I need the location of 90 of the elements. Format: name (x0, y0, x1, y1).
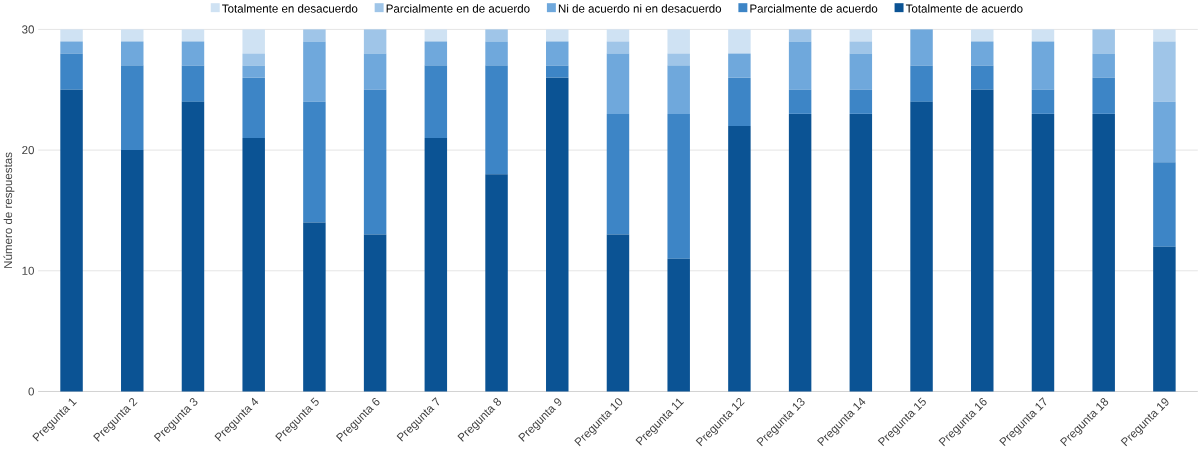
y-tick-label: 0 (28, 387, 34, 396)
bar (1031, 29, 1055, 42)
bar (849, 114, 873, 392)
bar (1092, 53, 1115, 78)
bar (910, 65, 933, 103)
bar (363, 234, 387, 392)
bar (971, 41, 994, 66)
bar (60, 53, 83, 90)
bar (788, 41, 812, 90)
bar (424, 29, 448, 42)
bar (1153, 102, 1176, 163)
bar (606, 29, 630, 42)
bar (971, 29, 994, 42)
bar (121, 41, 144, 66)
bar (1092, 29, 1115, 54)
bar (910, 29, 933, 66)
bar (242, 53, 265, 66)
bar (1153, 162, 1176, 247)
bar (1031, 89, 1055, 115)
bar (303, 222, 326, 392)
bar (242, 65, 265, 78)
bar (788, 114, 812, 392)
bar (242, 138, 265, 392)
bar (60, 41, 83, 54)
bar (1153, 29, 1176, 42)
bar (1092, 114, 1115, 392)
bar (606, 53, 630, 115)
bar (60, 29, 83, 42)
legend-label: Ni de acuerdo ni en desacuerdo (558, 4, 722, 13)
bar (728, 126, 751, 392)
bar (667, 258, 690, 392)
bar (971, 65, 994, 90)
bar (667, 29, 690, 54)
bar (606, 41, 630, 54)
legend-label: Totalmente en desacuerdo (222, 4, 358, 13)
bar (242, 29, 265, 54)
bar (363, 53, 387, 90)
bar (667, 114, 690, 259)
bar (485, 65, 508, 175)
bar (971, 89, 994, 392)
bar (242, 77, 265, 139)
bar (1153, 41, 1176, 103)
bar (1153, 246, 1176, 392)
bar (485, 29, 508, 42)
bar (181, 29, 205, 42)
bar (788, 89, 812, 115)
bar (303, 41, 326, 103)
bar (181, 102, 205, 392)
y-tick-label: 20 (22, 146, 34, 155)
bar (363, 89, 387, 235)
bar (181, 65, 205, 103)
legend-label: Totalmente de acuerdo (905, 4, 1023, 13)
bar (303, 102, 326, 223)
bar (121, 150, 144, 392)
bar (849, 53, 873, 90)
bar (485, 174, 508, 392)
y-tick-label: 30 (22, 25, 34, 34)
bar (1031, 41, 1055, 90)
bar (60, 89, 83, 392)
bar (363, 29, 387, 54)
bar (546, 77, 569, 392)
bar (546, 29, 569, 42)
bar (121, 29, 144, 42)
bar (181, 41, 205, 66)
bar (303, 29, 326, 42)
bar (788, 29, 812, 42)
bar (849, 41, 873, 54)
bar (1092, 77, 1115, 115)
bar (849, 29, 873, 42)
bar (849, 89, 873, 115)
bar (424, 65, 448, 139)
legend-label: Parcialmente de acuerdo (750, 4, 878, 13)
bar (121, 65, 144, 151)
y-axis-title: Número de respuestas (3, 152, 15, 269)
bar (728, 53, 751, 78)
bar (728, 77, 751, 127)
bar (485, 41, 508, 66)
y-tick-label: 10 (22, 266, 34, 276)
bar (546, 65, 569, 78)
bar (546, 41, 569, 66)
bar (728, 29, 751, 54)
bar (667, 53, 690, 66)
bar (910, 102, 933, 392)
bar (424, 41, 448, 66)
bar (606, 114, 630, 235)
bar (606, 234, 630, 392)
bar (424, 138, 448, 392)
legend-label: Parcialmente en de acuerdo (386, 4, 530, 13)
bar (667, 65, 690, 115)
bar (1031, 114, 1055, 392)
